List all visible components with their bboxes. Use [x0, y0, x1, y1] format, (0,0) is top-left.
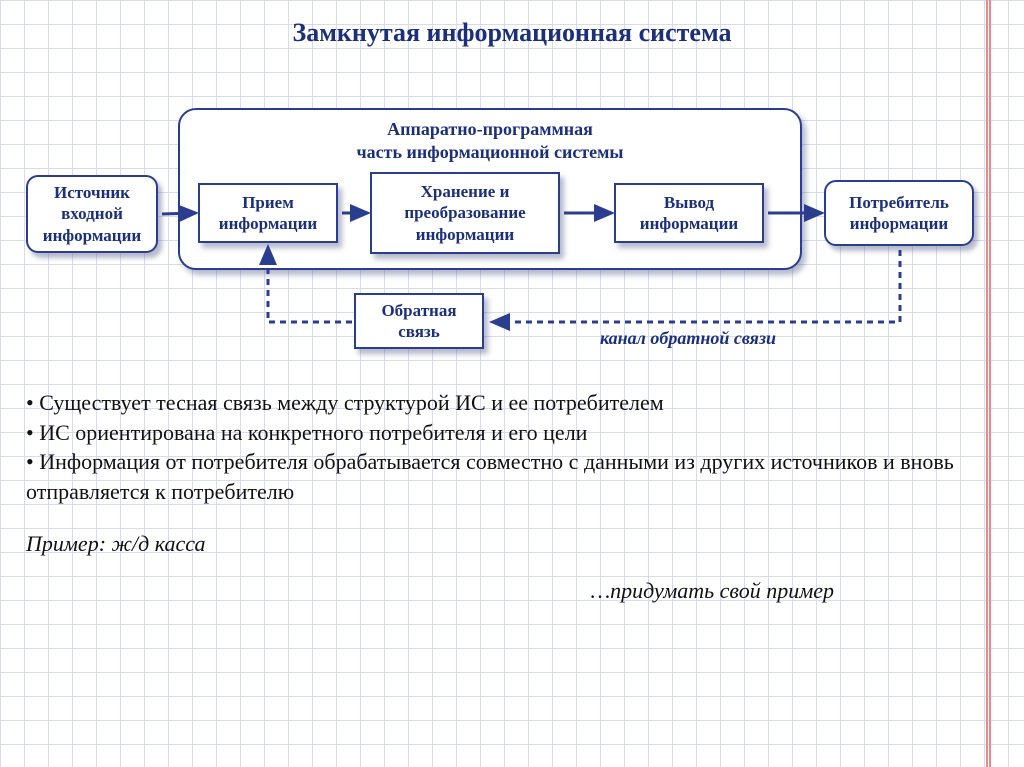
feedback-channel-label: канал обратной связи	[600, 328, 776, 349]
node-output: Вывод информации	[614, 183, 764, 243]
margin-redline	[986, 0, 988, 767]
example-line: Пример: ж/д касса	[26, 529, 974, 559]
node-consumer: Потребитель информации	[824, 180, 974, 246]
bullets-block: Существует тесная связь между структурой…	[26, 388, 974, 606]
example-text: ж/д касса	[112, 531, 206, 556]
task-line: …придумать свой пример	[26, 576, 974, 606]
page-title: Замкнутая информационная система	[0, 18, 1024, 48]
system-container-label: Аппаратно-программная часть информационн…	[180, 110, 800, 163]
bullet-item: Существует тесная связь между структурой…	[26, 388, 974, 418]
container-label-line1: Аппаратно-программная	[387, 119, 593, 139]
bullet-item: Информация от потребителя обрабатывается…	[26, 447, 974, 506]
node-store: Хранение и преобразование информации	[370, 172, 560, 254]
container-label-line2: часть информационной системы	[357, 142, 624, 162]
example-label: Пример:	[26, 531, 112, 556]
task-prefix: …	[591, 578, 611, 603]
bullet-item: ИС ориентирована на конкретного потребит…	[26, 418, 974, 448]
node-receive: Прием информации	[198, 183, 338, 243]
node-source: Источник входной информации	[26, 175, 158, 253]
node-feedback: Обратная связь	[354, 293, 484, 349]
margin-redline	[989, 0, 991, 767]
task-text: придумать свой пример	[610, 578, 834, 603]
